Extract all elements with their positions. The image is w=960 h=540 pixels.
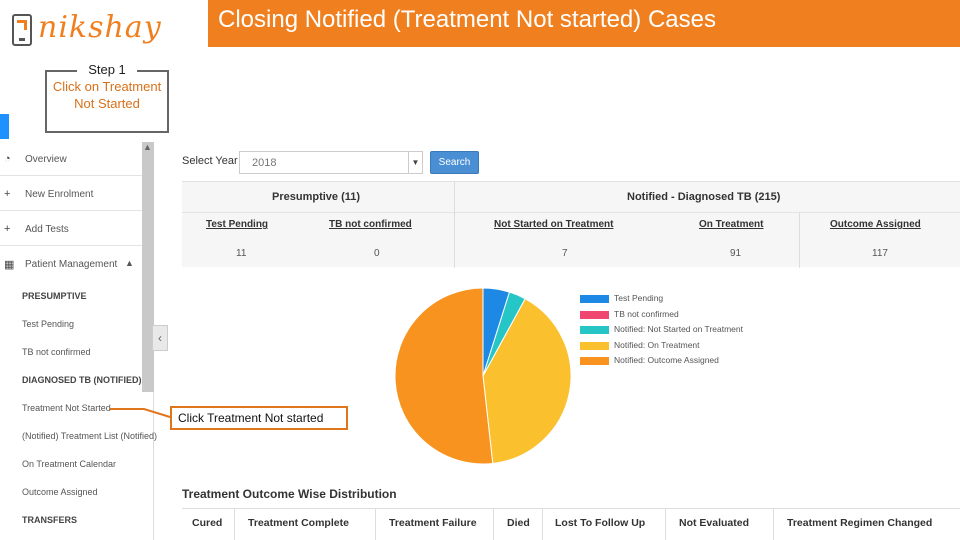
legend-label: Test Pending bbox=[614, 293, 664, 303]
chevron-left-icon: ‹ bbox=[158, 331, 162, 345]
select-year-label: Select Year bbox=[182, 155, 238, 167]
plus-icon: + bbox=[4, 188, 11, 200]
pie-slice-4[interactable] bbox=[394, 288, 494, 464]
legend-label: Notified: Outcome Assigned bbox=[614, 355, 719, 365]
sidebar-item-patient-management[interactable]: ▦ Patient Management ▲ bbox=[0, 247, 142, 281]
pie-slice-3[interactable] bbox=[482, 298, 572, 464]
legend-swatch bbox=[580, 357, 609, 365]
legend-label: Notified: Not Started on Treatment bbox=[614, 324, 743, 334]
legend-swatch bbox=[580, 326, 609, 334]
legend-label: TB not confirmed bbox=[614, 308, 679, 319]
logo-text: nikshay bbox=[38, 10, 162, 45]
sidebar-item-tb-not-confirmed[interactable]: TB not confirmed bbox=[22, 347, 91, 357]
legend-swatch bbox=[580, 341, 609, 350]
sidebar-item-treatment-not-started[interactable]: Treatment Not Started bbox=[22, 403, 111, 413]
sidebar-item-label: Add Tests bbox=[25, 224, 69, 235]
stat-label-not-started[interactable]: Not Started on Treatment bbox=[494, 219, 614, 230]
chevron-down-icon: ▼ bbox=[408, 152, 422, 173]
stat-value-not-started: 7 bbox=[562, 248, 568, 259]
title-bar: Closing Notified (Treatment Not started)… bbox=[208, 0, 960, 47]
stat-value-on-treatment: 91 bbox=[730, 248, 742, 259]
slide-title: Closing Notified (Treatment Not started)… bbox=[218, 6, 716, 33]
callout-annotation: Click Treatment Not started bbox=[170, 406, 348, 430]
calendar-icon: ▦ bbox=[4, 259, 15, 271]
collapse-sidebar-button[interactable]: ‹ bbox=[152, 325, 168, 351]
sidebar-item-new-enrolment[interactable]: + New Enrolment bbox=[0, 177, 142, 211]
step-text: Click on Treatment Not Started bbox=[52, 79, 162, 111]
stat-label-on-treatment[interactable]: On Treatment bbox=[699, 219, 764, 230]
plus-icon: + bbox=[4, 223, 11, 235]
column-header[interactable]: Died bbox=[507, 517, 530, 529]
sidebar-item-overview[interactable]: ◔ Overview bbox=[0, 142, 142, 176]
column-header[interactable]: Treatment Complete bbox=[248, 517, 349, 529]
sidebar bbox=[0, 142, 154, 540]
stat-value-tb-not-confirmed: 0 bbox=[374, 248, 380, 259]
callout-connector bbox=[110, 408, 171, 418]
column-header[interactable]: Treatment Failure bbox=[389, 517, 477, 529]
column-header[interactable]: Cured bbox=[192, 517, 223, 529]
stat-label-test-pending[interactable]: Test Pending bbox=[206, 219, 269, 230]
sidebar-item-label: Patient Management bbox=[25, 259, 118, 270]
year-value: 2018 bbox=[252, 157, 277, 169]
column-divider bbox=[375, 509, 376, 540]
column-divider bbox=[542, 509, 543, 540]
column-divider bbox=[493, 509, 494, 540]
stat-value-outcome-assigned: 117 bbox=[872, 248, 888, 259]
column-header[interactable]: Not Evaluated bbox=[679, 517, 750, 529]
chevron-up-icon: ▲ bbox=[125, 258, 134, 268]
diagnosed-heading: DIAGNOSED TB (NOTIFIED) bbox=[22, 375, 142, 385]
phone-logo-icon bbox=[12, 14, 32, 46]
nikshay-logo: nikshay bbox=[10, 8, 162, 52]
distribution-title: Treatment Outcome Wise Distribution bbox=[182, 487, 397, 501]
scroll-up-icon[interactable]: ▲ bbox=[143, 142, 152, 152]
column-divider bbox=[665, 509, 666, 540]
sidebar-item-label: Overview bbox=[25, 154, 67, 165]
sidebar-item-on-treatment-calendar[interactable]: On Treatment Calendar bbox=[22, 459, 117, 469]
step-title: Step 1 bbox=[77, 62, 137, 77]
search-button[interactable]: Search bbox=[430, 151, 479, 174]
legend-swatch bbox=[580, 295, 609, 303]
transfers-heading: TRANSFERS bbox=[22, 515, 78, 525]
stats-panel: Presumptive (11) Notified - Diagnosed TB… bbox=[182, 181, 960, 268]
status-pie-chart bbox=[394, 288, 572, 464]
column-divider bbox=[773, 509, 774, 540]
active-marker bbox=[0, 114, 9, 139]
sidebar-item-label: New Enrolment bbox=[25, 189, 94, 200]
legend-swatch bbox=[580, 310, 609, 319]
column-divider bbox=[234, 509, 235, 540]
step-annotation: Step 1 Click on Treatment Not Started bbox=[45, 62, 169, 133]
stat-label-outcome-assigned[interactable]: Outcome Assigned bbox=[830, 219, 921, 230]
sidebar-item-outcome-assigned[interactable]: Outcome Assigned bbox=[22, 487, 98, 497]
dashboard-icon: ◔ bbox=[4, 153, 11, 165]
presumptive-heading: PRESUMPTIVE bbox=[22, 291, 87, 301]
stat-value-test-pending: 11 bbox=[236, 248, 247, 259]
sidebar-scrollbar[interactable] bbox=[142, 142, 154, 392]
year-select[interactable]: 2018 ▼ bbox=[239, 151, 423, 174]
sidebar-item-test-pending[interactable]: Test Pending bbox=[22, 319, 75, 329]
column-header[interactable]: Lost To Follow Up bbox=[555, 517, 646, 529]
column-header[interactable]: Treatment Regimen Changed bbox=[787, 517, 933, 529]
stat-label-tb-not-confirmed[interactable]: TB not confirmed bbox=[329, 219, 412, 230]
legend-label: Notified: On Treatment bbox=[614, 339, 700, 350]
distribution-table-header: Cured Treatment Complete Treatment Failure… bbox=[182, 508, 960, 540]
sidebar-item-notified-list[interactable]: (Notified) Treatment List (Notified) bbox=[22, 431, 158, 441]
sidebar-item-add-tests[interactable]: + Add Tests bbox=[0, 212, 142, 246]
notified-total: Notified - Diagnosed TB (215) bbox=[627, 191, 781, 203]
presumptive-total: Presumptive (11) bbox=[272, 191, 361, 203]
